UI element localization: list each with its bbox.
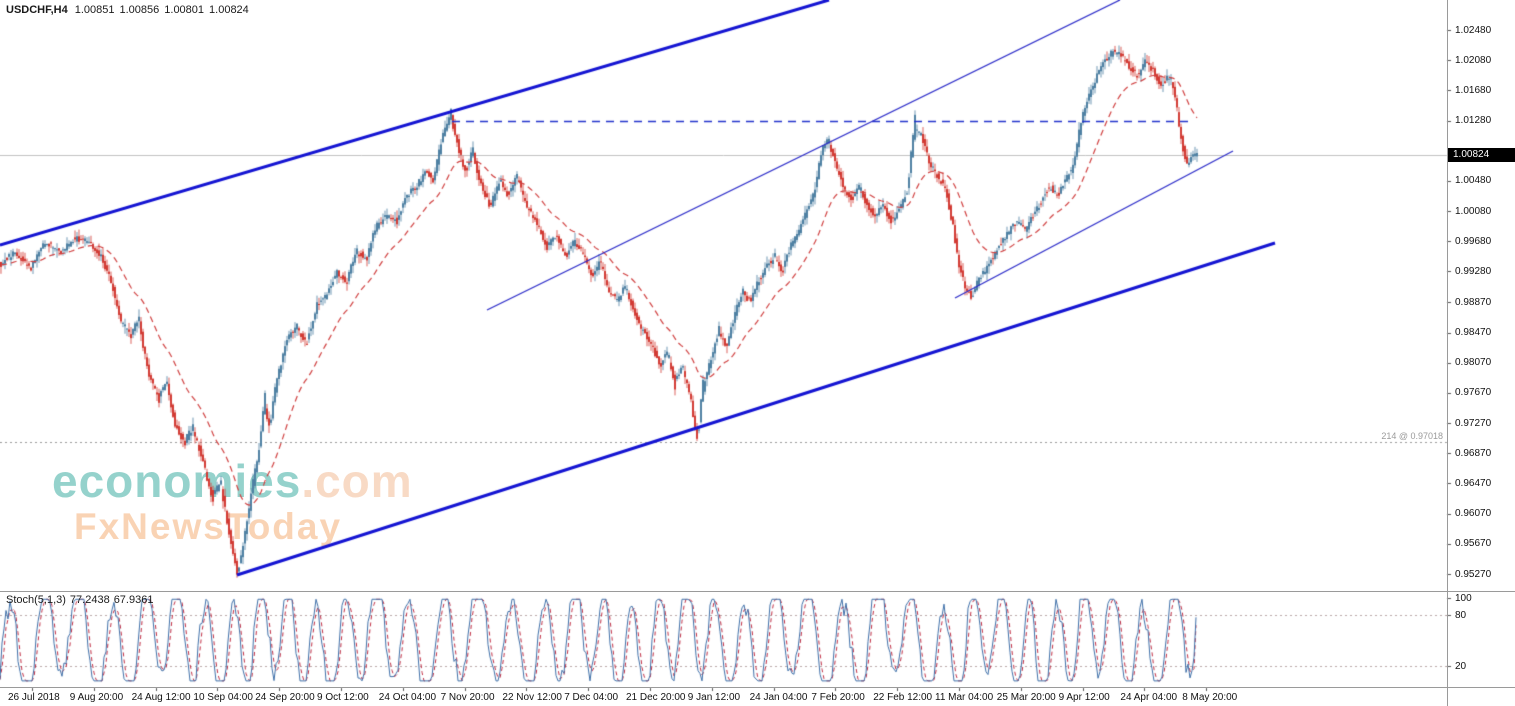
time-axis-label: 21 Dec 20:00 <box>626 692 686 703</box>
price-axis-label: 1.00080 <box>1455 205 1492 217</box>
time-axis-label: 22 Feb 12:00 <box>873 692 933 703</box>
time-axis-label: 11 Mar 04:00 <box>935 692 994 703</box>
price-axis-label: 0.97270 <box>1455 417 1492 429</box>
time-axis-divider <box>0 687 1515 688</box>
time-axis-label: 24 Oct 04:00 <box>378 692 437 703</box>
price-axis-label: 0.99280 <box>1455 265 1492 277</box>
time-axis-label: 9 Oct 12:00 <box>317 692 369 703</box>
indicator-panel-divider[interactable] <box>0 591 1515 592</box>
price-axis-label: 0.95270 <box>1455 568 1492 580</box>
price-axis-label: 1.02080 <box>1455 54 1492 66</box>
indicator-label: Stoch(5,1,3) 77.2438 67.9361 <box>6 594 157 606</box>
time-axis-label: 9 Aug 20:00 <box>69 692 124 703</box>
time-axis-label: 24 Sep 20:00 <box>255 692 315 703</box>
order-line-label: 214 @ 0.97018 <box>1381 431 1443 442</box>
time-axis-label: 9 Jan 12:00 <box>687 692 741 703</box>
quote-close: 1.00824 <box>209 4 249 16</box>
current-price-value: 1.00824 <box>1453 148 1490 160</box>
symbol-timeframe-label: USDCHF,H4 <box>6 4 68 16</box>
quote-low: 1.00801 <box>164 4 205 16</box>
indicator-main-value: 77.2438 <box>69 594 110 606</box>
price-axis-label: 0.98070 <box>1455 357 1492 369</box>
time-axis-label: 25 Mar 20:00 <box>996 692 1056 703</box>
indicator-scale-label: 80 <box>1455 609 1467 621</box>
price-axis-label: 0.99680 <box>1455 235 1492 247</box>
indicator-name: Stoch(5,1,3) <box>6 594 66 606</box>
price-axis-label: 0.98470 <box>1455 327 1492 339</box>
time-axis-label: 22 Nov 12:00 <box>502 692 562 703</box>
time-axis-label: 24 Apr 04:00 <box>1120 692 1178 703</box>
price-axis-label: 1.00480 <box>1455 175 1492 187</box>
quote-high: 1.00856 <box>119 4 160 16</box>
time-axis-label: 24 Aug 12:00 <box>131 692 191 703</box>
time-axis-label: 26 Jul 2018 <box>8 692 60 703</box>
price-axis-label: 0.97670 <box>1455 387 1492 399</box>
price-axis-label: 0.96070 <box>1455 508 1492 520</box>
time-axis-label: 9 Apr 12:00 <box>1058 692 1110 703</box>
quote-open: 1.00851 <box>74 4 115 16</box>
time-axis-label: 7 Feb 20:00 <box>811 692 865 703</box>
indicator-scale-label: 20 <box>1455 660 1467 672</box>
time-axis-label: 10 Sep 04:00 <box>193 692 253 703</box>
time-axis-label: 7 Dec 04:00 <box>564 692 619 703</box>
indicator-signal-value: 67.9361 <box>113 594 154 606</box>
price-axis-label: 0.98870 <box>1455 296 1492 308</box>
price-axis-label: 1.01680 <box>1455 84 1492 96</box>
chart-header: USDCHF,H4 1.00851 1.00856 1.00801 1.00824 <box>6 4 254 16</box>
indicator-scale-label: 100 <box>1455 592 1472 604</box>
price-axis-label: 0.96870 <box>1455 447 1492 459</box>
price-axis-label: 0.95670 <box>1455 538 1492 550</box>
time-axis-label: 24 Jan 04:00 <box>749 692 808 703</box>
price-axis-label: 1.02480 <box>1455 24 1492 36</box>
current-price-tag: 1.00824 <box>1448 147 1515 162</box>
time-axis-label: 8 May 20:00 <box>1182 692 1238 703</box>
price-axis-divider <box>1447 0 1448 706</box>
price-axis-label: 1.01280 <box>1455 115 1492 127</box>
time-axis-label: 7 Nov 20:00 <box>440 692 495 703</box>
price-axis-label: 0.96470 <box>1455 477 1492 489</box>
